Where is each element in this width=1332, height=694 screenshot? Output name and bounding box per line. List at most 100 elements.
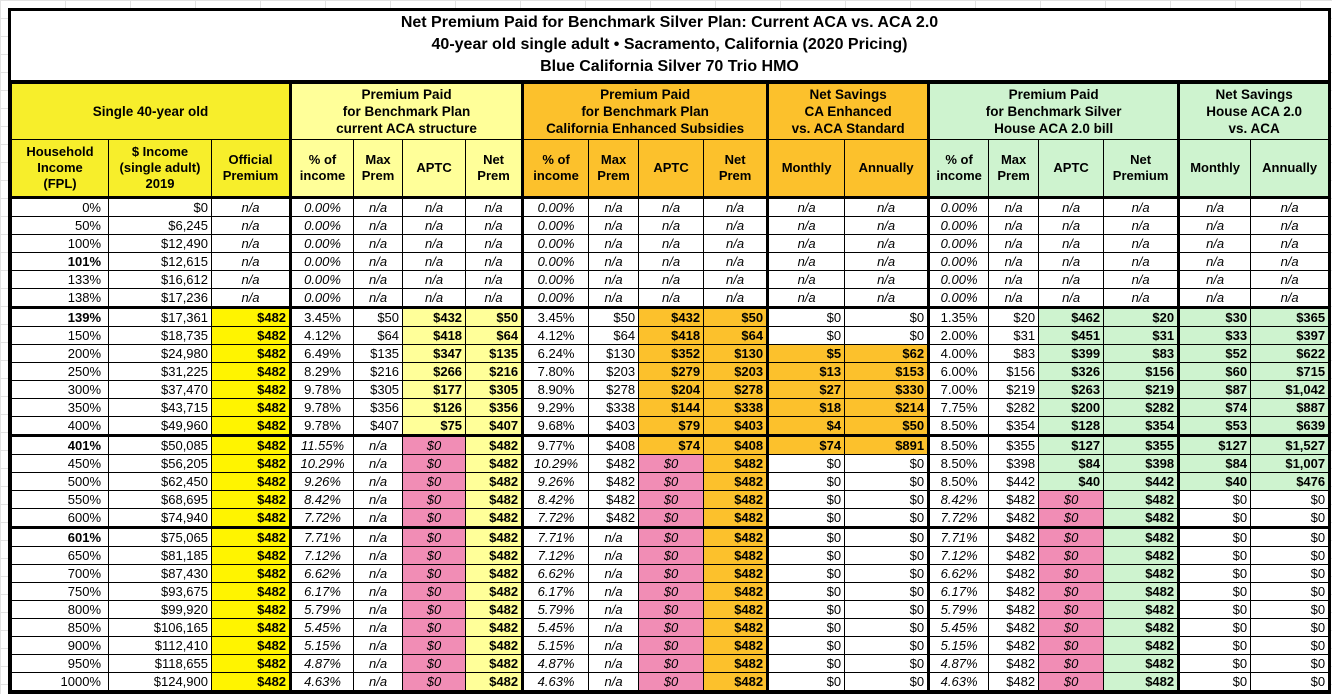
cell-133%-ca-aptc[interactable]: n/a xyxy=(638,270,705,289)
cell-900%-house-pct[interactable]: 5.15% xyxy=(928,636,990,655)
cell-1000%-ca-aptc[interactable]: $0 xyxy=(638,672,705,691)
cell-750%-ca-net[interactable]: $482 xyxy=(703,582,770,601)
cell-50%-ca-aptc[interactable]: n/a xyxy=(638,216,705,235)
cell-500%-house-max[interactable]: $442 xyxy=(988,472,1040,491)
cell-150%-ca-max[interactable]: $64 xyxy=(588,326,640,345)
cell-950%-ca-pct[interactable]: 4.87% xyxy=(522,654,590,673)
cell-300%-house-pct[interactable]: 7.00% xyxy=(928,380,990,399)
cell-400%-aca-aptc[interactable]: $75 xyxy=(402,416,467,436)
cell-450%-premium[interactable]: $482 xyxy=(210,454,293,473)
cell-900%-aca-net[interactable]: $482 xyxy=(465,636,525,655)
cell-550%-ca-net[interactable]: $482 xyxy=(703,490,770,509)
cell-300%-house-aptc[interactable]: $263 xyxy=(1038,380,1105,399)
cell-300%-aca-net[interactable]: $305 xyxy=(465,380,525,399)
cell-650%-income[interactable]: $81,185 xyxy=(108,546,212,565)
cell-500%-ca-annually[interactable]: $0 xyxy=(844,472,931,491)
cell-500%-house-annually[interactable]: $476 xyxy=(1250,472,1330,491)
cell-450%-income[interactable]: $56,205 xyxy=(108,454,212,473)
cell-650%-house-net[interactable]: $482 xyxy=(1103,546,1181,565)
cell-850%-fpl[interactable]: 850% xyxy=(11,618,109,637)
cell-139%-ca-annually[interactable]: $0 xyxy=(844,306,931,327)
cell-150%-house-net[interactable]: $31 xyxy=(1103,326,1181,345)
cell-350%-aca-net[interactable]: $356 xyxy=(465,398,525,417)
cell-600%-fpl[interactable]: 600% xyxy=(11,508,109,528)
cell-133%-ca-pct[interactable]: 0.00% xyxy=(522,270,590,289)
cell-500%-fpl[interactable]: 500% xyxy=(11,472,109,491)
cell-800%-ca-max[interactable]: n/a xyxy=(588,600,640,619)
cell-700%-ca-monthly[interactable]: $0 xyxy=(767,564,846,583)
cell-50%-ca-pct[interactable]: 0.00% xyxy=(522,216,590,235)
cell-700%-ca-aptc[interactable]: $0 xyxy=(638,564,705,583)
cell-100%-aca-net[interactable]: n/a xyxy=(465,234,525,253)
cell-133%-house-annually[interactable]: n/a xyxy=(1250,270,1330,289)
cell-700%-house-net[interactable]: $482 xyxy=(1103,564,1181,583)
cell-250%-ca-net[interactable]: $203 xyxy=(703,362,770,381)
cell-401%-ca-annually[interactable]: $891 xyxy=(844,434,931,455)
cell-150%-house-monthly[interactable]: $33 xyxy=(1178,326,1252,345)
cell-138%-ca-pct[interactable]: 0.00% xyxy=(522,288,590,308)
cell-1000%-aca-aptc[interactable]: $0 xyxy=(402,672,467,691)
cell-500%-aca-aptc[interactable]: $0 xyxy=(402,472,467,491)
cell-550%-aca-max[interactable]: n/a xyxy=(353,490,404,509)
cell-401%-house-pct[interactable]: 8.50% xyxy=(928,434,990,455)
cell-350%-house-annually[interactable]: $887 xyxy=(1250,398,1330,417)
cell-601%-ca-pct[interactable]: 7.71% xyxy=(522,526,590,547)
cell-0%-aca-max[interactable]: n/a xyxy=(353,197,404,217)
cell-800%-fpl[interactable]: 800% xyxy=(11,600,109,619)
cell-101%-house-pct[interactable]: 0.00% xyxy=(928,252,990,271)
cell-200%-house-net[interactable]: $83 xyxy=(1103,344,1181,363)
cell-138%-house-monthly[interactable]: n/a xyxy=(1178,288,1252,308)
cell-600%-house-annually[interactable]: $0 xyxy=(1250,508,1330,528)
cell-550%-fpl[interactable]: 550% xyxy=(11,490,109,509)
cell-300%-aca-pct[interactable]: 9.78% xyxy=(290,380,355,399)
cell-601%-ca-net[interactable]: $482 xyxy=(703,526,770,547)
cell-150%-ca-net[interactable]: $64 xyxy=(703,326,770,345)
cell-550%-ca-pct[interactable]: 8.42% xyxy=(522,490,590,509)
cell-950%-aca-net[interactable]: $482 xyxy=(465,654,525,673)
cell-850%-ca-net[interactable]: $482 xyxy=(703,618,770,637)
cell-350%-house-pct[interactable]: 7.75% xyxy=(928,398,990,417)
cell-200%-house-pct[interactable]: 4.00% xyxy=(928,344,990,363)
cell-1000%-ca-net[interactable]: $482 xyxy=(703,672,770,691)
cell-750%-premium[interactable]: $482 xyxy=(210,582,293,601)
cell-950%-aca-aptc[interactable]: $0 xyxy=(402,654,467,673)
cell-50%-house-max[interactable]: n/a xyxy=(988,216,1040,235)
cell-600%-premium[interactable]: $482 xyxy=(210,508,293,528)
cell-500%-aca-pct[interactable]: 9.26% xyxy=(290,472,355,491)
cell-550%-aca-aptc[interactable]: $0 xyxy=(402,490,467,509)
cell-100%-premium[interactable]: n/a xyxy=(210,234,293,253)
cell-600%-aca-aptc[interactable]: $0 xyxy=(402,508,467,528)
cell-600%-house-net[interactable]: $482 xyxy=(1103,508,1181,528)
cell-950%-premium[interactable]: $482 xyxy=(210,654,293,673)
cell-601%-house-pct[interactable]: 7.71% xyxy=(928,526,990,547)
cell-800%-premium[interactable]: $482 xyxy=(210,600,293,619)
cell-601%-ca-monthly[interactable]: $0 xyxy=(767,526,846,547)
cell-950%-ca-max[interactable]: n/a xyxy=(588,654,640,673)
cell-0%-aca-net[interactable]: n/a xyxy=(465,197,525,217)
cell-900%-ca-net[interactable]: $482 xyxy=(703,636,770,655)
cell-850%-ca-aptc[interactable]: $0 xyxy=(638,618,705,637)
cell-100%-house-max[interactable]: n/a xyxy=(988,234,1040,253)
cell-138%-house-annually[interactable]: n/a xyxy=(1250,288,1330,308)
cell-1000%-ca-max[interactable]: n/a xyxy=(588,672,640,691)
cell-601%-house-max[interactable]: $482 xyxy=(988,526,1040,547)
cell-300%-income[interactable]: $37,470 xyxy=(108,380,212,399)
cell-450%-house-pct[interactable]: 8.50% xyxy=(928,454,990,473)
cell-700%-ca-max[interactable]: n/a xyxy=(588,564,640,583)
cell-900%-ca-max[interactable]: n/a xyxy=(588,636,640,655)
cell-1000%-house-net[interactable]: $482 xyxy=(1103,672,1181,691)
cell-700%-house-max[interactable]: $482 xyxy=(988,564,1040,583)
cell-850%-ca-max[interactable]: n/a xyxy=(588,618,640,637)
cell-500%-premium[interactable]: $482 xyxy=(210,472,293,491)
cell-950%-income[interactable]: $118,655 xyxy=(108,654,212,673)
cell-450%-ca-annually[interactable]: $0 xyxy=(844,454,931,473)
cell-850%-house-monthly[interactable]: $0 xyxy=(1178,618,1252,637)
cell-300%-fpl[interactable]: 300% xyxy=(11,380,109,399)
cell-950%-ca-monthly[interactable]: $0 xyxy=(767,654,846,673)
cell-500%-ca-monthly[interactable]: $0 xyxy=(767,472,846,491)
cell-900%-fpl[interactable]: 900% xyxy=(11,636,109,655)
cell-0%-income[interactable]: $0 xyxy=(108,197,212,217)
cell-250%-aca-pct[interactable]: 8.29% xyxy=(290,362,355,381)
cell-550%-ca-annually[interactable]: $0 xyxy=(844,490,931,509)
cell-600%-aca-pct[interactable]: 7.72% xyxy=(290,508,355,528)
